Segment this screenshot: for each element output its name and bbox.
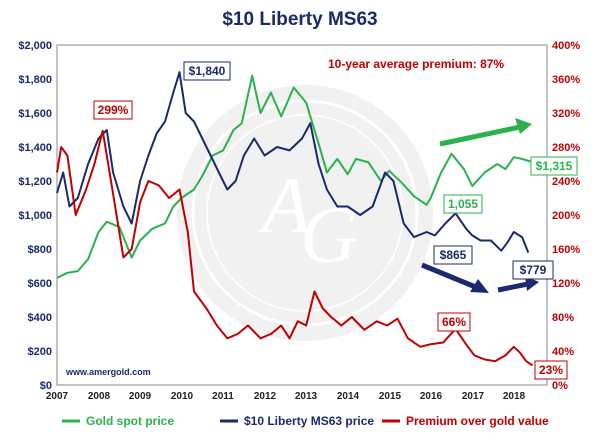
x-tick-label: 2018 — [503, 391, 526, 402]
svg-text:G: G — [300, 192, 358, 280]
y-left-tick-label: $1,800 — [18, 74, 52, 86]
y-left-tick-label: $1,600 — [18, 108, 52, 120]
y-left-tick-label: $1,000 — [18, 210, 52, 222]
liberty-price-line — [56, 71, 530, 253]
x-tick-label: 2008 — [88, 391, 111, 402]
callout-premium-latest: 23% — [539, 363, 563, 377]
gold-trend-arrow — [439, 124, 521, 147]
average-premium-note: 10-year average premium: 87% — [328, 57, 504, 71]
callout-box — [443, 194, 483, 214]
x-tick-label: 2013 — [295, 391, 318, 402]
source-credit: www.amergold.com — [65, 367, 151, 377]
callout-box — [437, 312, 471, 332]
y-right-tick-label: 80% — [552, 312, 574, 324]
y-right-tick-label: 0% — [552, 380, 568, 392]
x-tick-label: 2009 — [129, 391, 152, 402]
y-left-tick-label: $1,200 — [18, 176, 52, 188]
x-axis: 2007 2008 2009 2010 2011 2012 2013 2014 … — [46, 391, 526, 402]
callout-premium-mid: 66% — [442, 315, 466, 329]
svg-text:A: A — [257, 162, 312, 250]
gold-trend-arrowhead — [515, 118, 532, 134]
x-tick-label: 2007 — [46, 391, 69, 402]
plot-area-border — [56, 44, 548, 386]
liberty-up-arrow — [497, 281, 529, 293]
y-right-tick-label: 240% — [552, 176, 580, 188]
callout-box — [512, 260, 554, 280]
legend-label-liberty: $10 Liberty MS63 price — [244, 414, 374, 428]
trend-arrows — [421, 118, 539, 293]
legend-label-premium: Premium over gold value — [406, 414, 549, 428]
y-left-tick-label: $400 — [28, 312, 52, 324]
y-left-tick-label: $0 — [40, 380, 52, 392]
y-right-tick-label: 280% — [552, 142, 580, 154]
y-left-tick-label: $200 — [28, 346, 52, 358]
series-layer — [56, 71, 534, 367]
callout-box — [534, 360, 568, 380]
callout-liberty-peak: $1,840 — [189, 64, 226, 78]
x-tick-label: 2012 — [254, 391, 277, 402]
x-tick-label: 2010 — [171, 391, 194, 402]
y-right-tick-label: 320% — [552, 108, 580, 120]
y-right-tick-label: 400% — [552, 40, 580, 52]
y-right-tick-label: 160% — [552, 244, 580, 256]
premium-line — [56, 129, 534, 367]
callout-box — [183, 61, 231, 81]
callout-premium-peak: 299% — [98, 103, 129, 117]
watermark-seal: A G — [177, 85, 433, 341]
legend: Gold spot price $10 Liberty MS63 price P… — [62, 414, 549, 428]
y-right-tick-label: 360% — [552, 74, 580, 86]
callout-box — [433, 245, 473, 265]
y-axis-left: $0 $200 $400 $600 $800 $1,000 $1,200 $1,… — [18, 40, 52, 392]
legend-label-gold: Gold spot price — [86, 414, 174, 428]
y-left-tick-label: $800 — [28, 244, 52, 256]
y-right-tick-label: 200% — [552, 210, 580, 222]
liberty-up-arrowhead — [525, 276, 539, 291]
y-left-tick-label: $2,000 — [18, 40, 52, 52]
callout-liberty-low: $865 — [440, 248, 467, 262]
callout-gold-latest: $1,315 — [536, 159, 573, 173]
y-right-tick-label: 40% — [552, 346, 574, 358]
callouts: $1,840 299% $1,315 1,055 $865 $779 66% 2… — [93, 61, 578, 380]
x-tick-label: 2011 — [212, 391, 234, 402]
liberty-down-arrowhead — [470, 279, 489, 293]
x-tick-label: 2017 — [462, 391, 485, 402]
callout-box — [93, 100, 133, 120]
x-tick-label: 2014 — [337, 391, 360, 402]
y-axis-right: 0% 40% 80% 120% 160% 200% 240% 280% 320%… — [552, 40, 580, 392]
callout-gold-low: 1,055 — [448, 197, 478, 211]
x-tick-label: 2016 — [420, 391, 443, 402]
liberty-down-arrow — [421, 262, 479, 291]
chart-title: $10 Liberty MS63 — [222, 9, 377, 30]
callout-liberty-latest: $779 — [520, 263, 547, 277]
y-left-tick-label: $1,400 — [18, 142, 52, 154]
x-tick-label: 2015 — [379, 391, 402, 402]
y-right-tick-label: 120% — [552, 278, 580, 290]
y-left-tick-label: $600 — [28, 278, 52, 290]
callout-box — [530, 156, 578, 176]
gold-spot-price-line — [56, 74, 531, 279]
